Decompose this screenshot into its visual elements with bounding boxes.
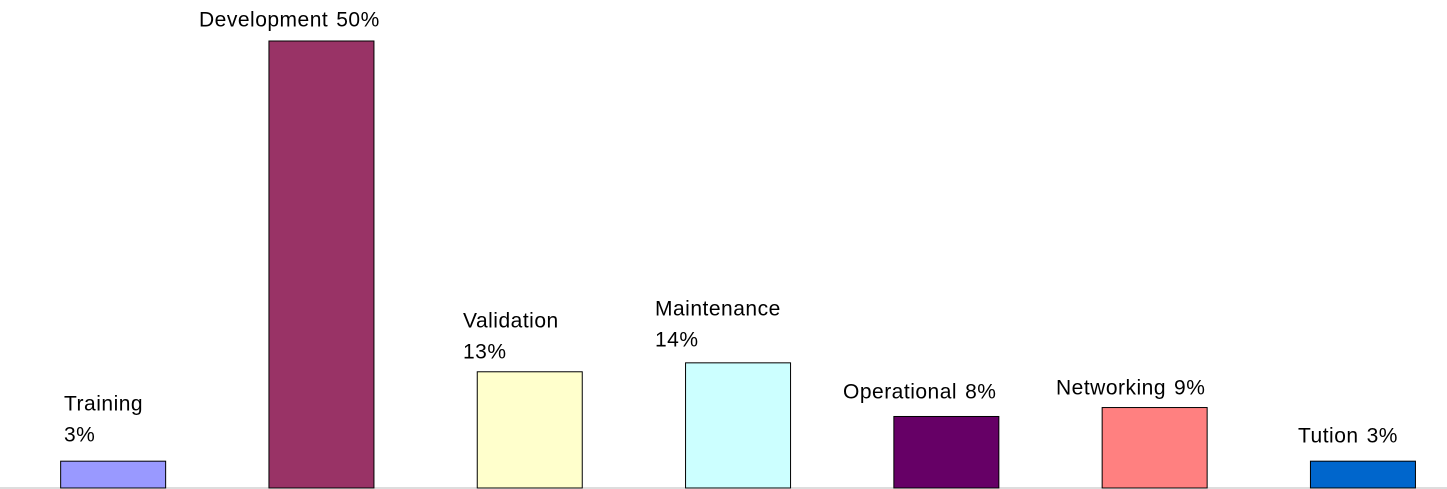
value-label: 13% <box>463 341 507 364</box>
category-label: Maintenance <box>655 298 781 321</box>
bar <box>268 40 375 489</box>
category-label: Operational <box>843 381 957 404</box>
bar <box>1309 460 1416 489</box>
category-label: Tution <box>1298 425 1359 448</box>
value-label: 50% <box>336 9 380 32</box>
value-label: 3% <box>64 424 95 447</box>
value-label: 9% <box>1174 377 1205 400</box>
bar <box>476 371 583 489</box>
bar <box>893 415 1000 489</box>
category-label: Networking <box>1056 377 1166 400</box>
value-label: 8% <box>965 381 996 404</box>
bar <box>1101 407 1208 489</box>
value-label: 3% <box>1367 425 1398 448</box>
category-label: Training <box>64 393 143 416</box>
category-label: Validation <box>463 310 559 333</box>
category-label: Development <box>199 9 328 32</box>
bar <box>60 460 167 489</box>
bar <box>685 362 792 489</box>
value-label: 14% <box>655 329 699 352</box>
